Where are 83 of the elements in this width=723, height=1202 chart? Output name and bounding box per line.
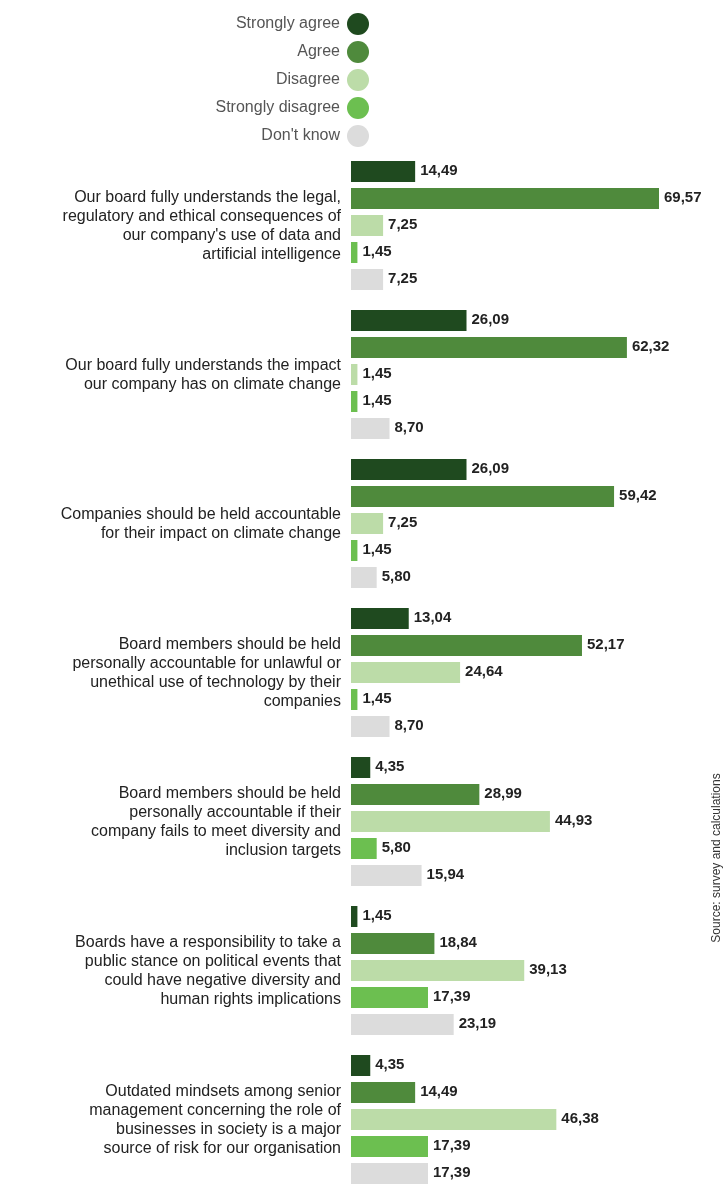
data-label: 62,32 bbox=[631, 337, 670, 355]
data-label: 17,39 bbox=[432, 1136, 471, 1154]
data-label: 15,94 bbox=[426, 865, 465, 883]
y-tick-label: Companies should be held accountable for their impact on climate change bbox=[60, 505, 342, 541]
data-label: 14,49 bbox=[420, 1082, 458, 1100]
data-label: 28,99 bbox=[484, 784, 522, 802]
data-label: 1,45 bbox=[362, 391, 392, 409]
data-label: 39,13 bbox=[529, 960, 567, 978]
y-tick-label: Board members should be held personally accountable for unlawful or unethical use of technology by their companies bbox=[72, 635, 342, 709]
bar bbox=[351, 933, 435, 954]
bar bbox=[351, 784, 480, 805]
bar bbox=[351, 906, 358, 927]
data-label: 1,45 bbox=[362, 540, 392, 558]
bar bbox=[351, 865, 422, 886]
bar bbox=[351, 716, 390, 737]
data-label: 1,45 bbox=[362, 906, 392, 924]
data-label: 69,57 bbox=[664, 188, 702, 206]
data-label: 7,25 bbox=[388, 513, 418, 531]
data-label: 26,09 bbox=[471, 459, 510, 477]
bar bbox=[351, 310, 467, 331]
y-tick-label: Outdated mindsets among senior management concerning the role of businesses in society is a major source of risk for our organisation bbox=[89, 1082, 342, 1156]
legend-label: Strongly disagree bbox=[215, 98, 341, 116]
data-label: 8,70 bbox=[394, 418, 424, 436]
bar bbox=[351, 608, 409, 629]
bar bbox=[351, 662, 461, 683]
legend-label: Agree bbox=[297, 42, 341, 60]
bar bbox=[351, 188, 659, 209]
data-label: 5,80 bbox=[381, 567, 411, 585]
bar bbox=[351, 513, 384, 534]
data-label: 4,35 bbox=[375, 757, 405, 775]
data-label: 5,80 bbox=[381, 838, 411, 856]
data-label: 52,17 bbox=[586, 635, 625, 653]
data-label: 7,25 bbox=[388, 215, 418, 233]
source-note: Source: survey and calculations bbox=[709, 773, 723, 943]
data-label: 26,09 bbox=[471, 310, 510, 328]
bar bbox=[351, 811, 550, 832]
data-label: 14,49 bbox=[420, 161, 458, 179]
bar bbox=[351, 486, 615, 507]
bar bbox=[351, 1082, 416, 1103]
data-label: 1,45 bbox=[362, 242, 392, 260]
y-tick-label: Our board fully understands the impact our company has on climate change bbox=[65, 356, 342, 392]
bar bbox=[351, 838, 377, 859]
bar bbox=[351, 337, 627, 358]
bar bbox=[351, 215, 384, 236]
data-label: 17,39 bbox=[432, 1163, 471, 1181]
bar bbox=[351, 1014, 454, 1035]
bar bbox=[351, 1109, 557, 1130]
data-label: 46,38 bbox=[561, 1109, 599, 1127]
data-label: 7,25 bbox=[388, 269, 418, 287]
data-label: 44,93 bbox=[554, 811, 593, 829]
data-label: 1,45 bbox=[362, 689, 392, 707]
bar bbox=[351, 1136, 428, 1157]
y-tick-label: Our board fully understands the legal, regulatory and ethical consequences of our company's use of data and artificial intelligence bbox=[62, 188, 342, 262]
data-label: 17,39 bbox=[432, 987, 471, 1005]
bar bbox=[351, 987, 428, 1008]
bar bbox=[351, 242, 358, 263]
bar bbox=[351, 391, 358, 412]
y-tick-label: Boards have a responsibility to take a public stance on political events that could have negative diversity and human rights implications bbox=[75, 933, 342, 1007]
bar bbox=[351, 1163, 428, 1184]
bar bbox=[351, 459, 467, 480]
data-label: 23,19 bbox=[458, 1014, 497, 1032]
legend-label: Strongly agree bbox=[235, 14, 341, 32]
bar bbox=[351, 269, 384, 290]
legend-label: Don't know bbox=[261, 126, 341, 144]
bar bbox=[351, 757, 371, 778]
bar bbox=[351, 635, 582, 656]
bar bbox=[351, 540, 358, 561]
data-label: 1,45 bbox=[362, 364, 392, 382]
bar bbox=[351, 364, 358, 385]
bar bbox=[351, 689, 358, 710]
data-label: 13,04 bbox=[413, 608, 452, 626]
bar bbox=[351, 960, 525, 981]
data-label: 24,64 bbox=[465, 662, 504, 680]
data-label: 4,35 bbox=[375, 1055, 405, 1073]
legend-label: Disagree bbox=[275, 70, 341, 88]
bar bbox=[351, 1055, 371, 1076]
bar bbox=[351, 418, 390, 439]
bar bbox=[351, 567, 377, 588]
data-label: 18,84 bbox=[439, 933, 478, 951]
data-label: 8,70 bbox=[394, 716, 424, 734]
y-tick-label: Board members should be held personally accountable if their company fails to meet diversity and inclusion targets bbox=[91, 784, 342, 858]
bar bbox=[351, 161, 416, 182]
data-label: 59,42 bbox=[619, 486, 657, 504]
